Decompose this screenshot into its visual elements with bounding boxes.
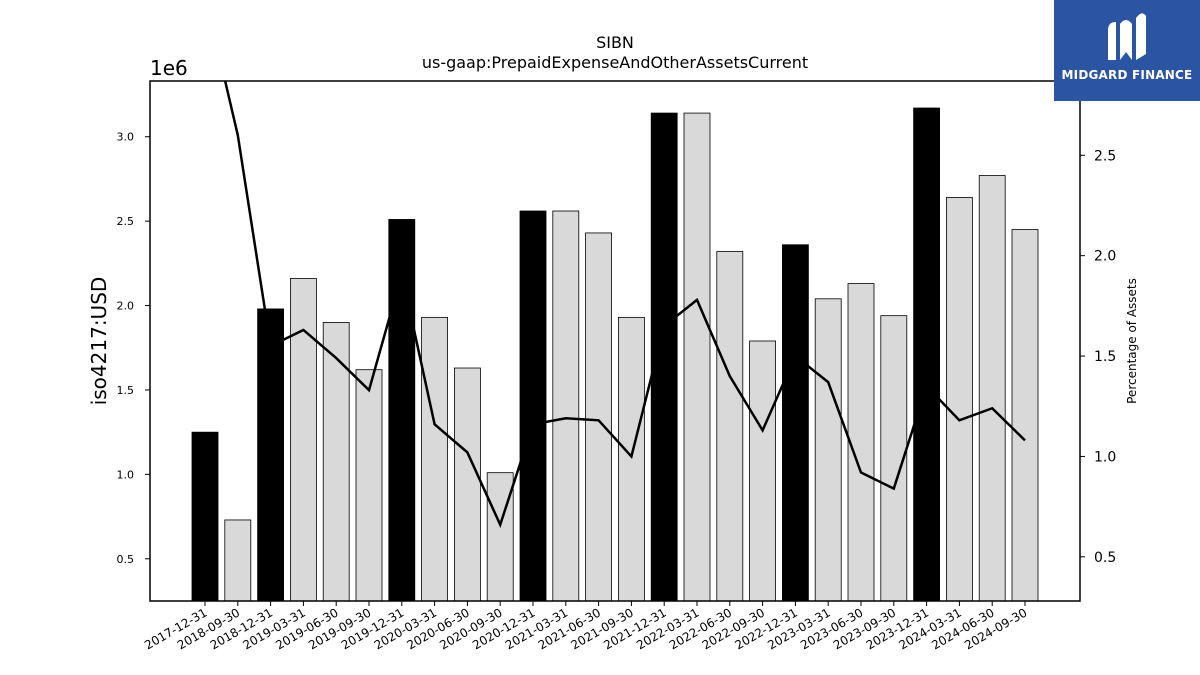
bar-2024-06-30 (978, 175, 1006, 602)
bar-2023-06-30 (847, 283, 875, 602)
bar-2022-03-31 (683, 112, 711, 602)
y2-tick-label: 2.5 (1094, 148, 1116, 164)
y2-tick-label: 1.0 (1094, 449, 1116, 465)
bar-2023-12-31 (913, 107, 940, 602)
bar-2024-09-30 (1011, 229, 1039, 602)
y-tick-label: 0.5 (117, 553, 135, 566)
bar-2020-12-31 (519, 210, 547, 602)
bar-2017-12-31 (191, 431, 219, 602)
bar-2019-03-31 (289, 278, 317, 602)
y-tick-label: 3.0 (117, 131, 135, 144)
bar-2022-09-30 (749, 340, 776, 602)
bar-2019-12-31 (388, 219, 416, 602)
y-axis-label: iso4217:USD (87, 277, 111, 406)
bar-2020-09-30 (486, 472, 514, 602)
y-tick-label: 2.5 (117, 215, 135, 228)
brand-logo: MIDGARD FINANCE (1054, 0, 1200, 101)
y2-tick-label: 2.0 (1094, 249, 1116, 265)
bar-2022-12-31 (782, 244, 809, 602)
chart-title: SIBN (596, 33, 634, 52)
percentage-line (223, 81, 1026, 529)
logo-mark-icon (1108, 13, 1146, 60)
chart-subtitle: us-gaap:PrepaidExpenseAndOtherAssetsCurr… (422, 53, 808, 72)
y-offset-label: 1e6 (150, 56, 188, 80)
logo-text: MIDGARD FINANCE (1061, 68, 1193, 82)
y2-tick-label: 0.5 (1094, 550, 1116, 566)
bar-2021-06-30 (585, 232, 612, 602)
bar-2021-03-31 (552, 210, 580, 602)
bar-2019-06-30 (322, 322, 350, 602)
y2-tick-label: 1.5 (1094, 349, 1116, 365)
bar-2023-03-31 (814, 298, 842, 602)
x-axis: 2017-12-312018-09-302018-12-312019-03-31… (142, 601, 1030, 652)
bar-2019-09-30 (355, 369, 383, 602)
line-layer (223, 81, 1026, 529)
bar-2022-06-30 (716, 251, 744, 602)
y2-axis-label: Percentage of Assets (1125, 278, 1139, 404)
right-axis: 0.5 1.0 1.5 2.0 2.5 (1080, 148, 1116, 566)
bar-2020-06-30 (453, 367, 481, 602)
left-axis: 0.5 1.0 1.5 2.0 2.5 3.0 (117, 131, 150, 566)
bar-2021-09-30 (618, 316, 645, 602)
bar-2018-12-31 (257, 308, 285, 602)
plot-frame (149, 80, 1081, 602)
bar-2020-03-31 (421, 316, 449, 602)
bars-layer (191, 107, 1039, 602)
bar-2018-09-30 (224, 519, 252, 602)
y-tick-label: 2.0 (117, 300, 135, 313)
bar-2024-03-31 (946, 197, 973, 602)
y-tick-label: 1.5 (117, 384, 135, 397)
y-tick-label: 1.0 (117, 468, 135, 481)
